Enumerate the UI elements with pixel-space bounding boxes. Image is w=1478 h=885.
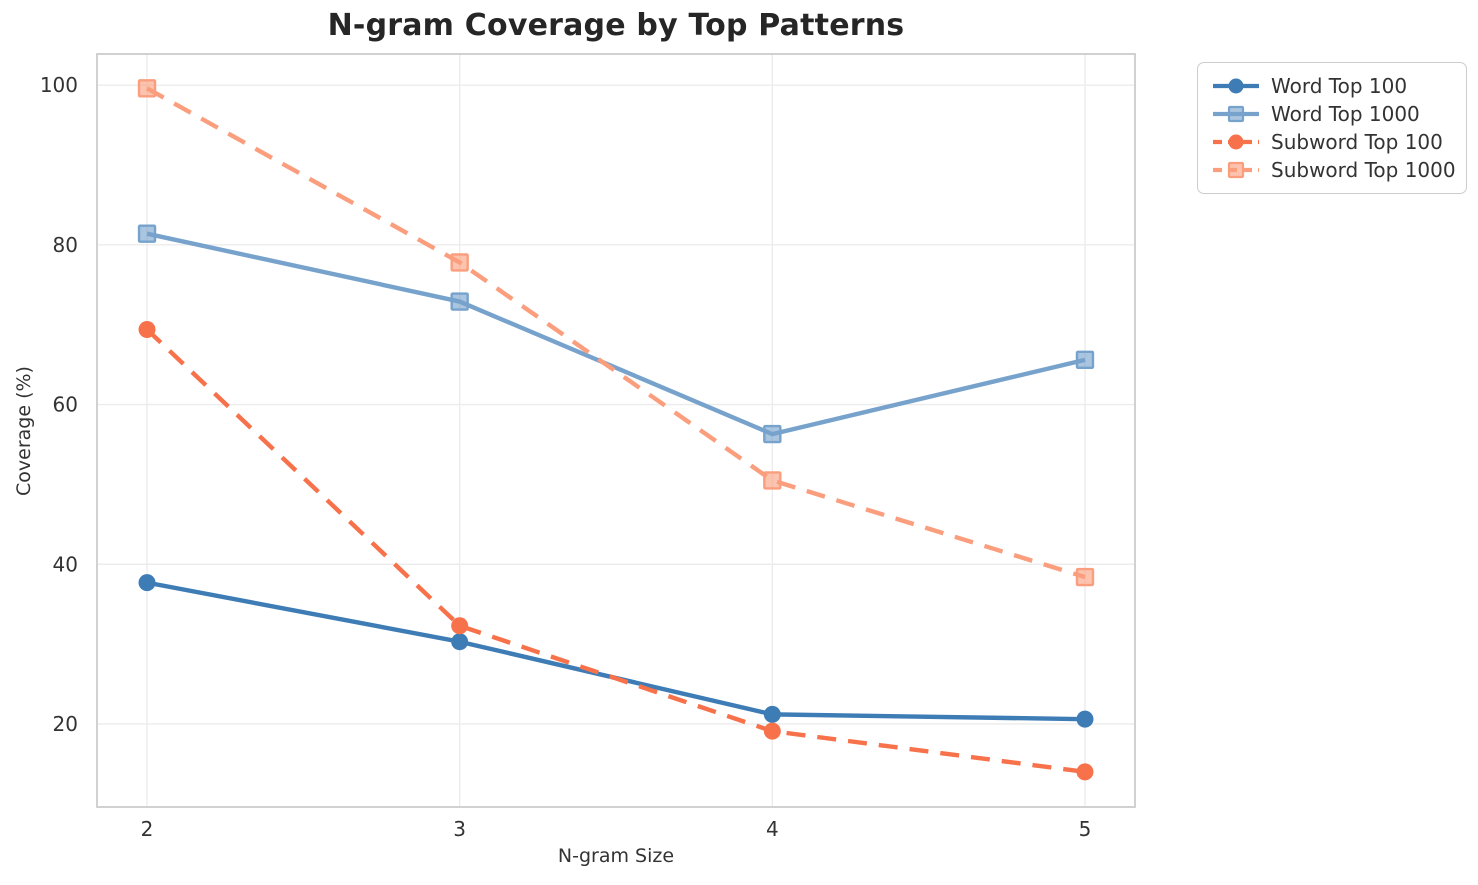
legend: Word Top 100 Word Top 1000 Subword Top 100… — [1197, 62, 1467, 194]
y-tick-label: 80 — [53, 233, 78, 257]
legend-label: Subword Top 100 — [1271, 130, 1443, 154]
x-tick-label: 4 — [766, 817, 779, 841]
marker-word-top-100 — [138, 574, 156, 592]
series-line-word-top-100 — [146, 580, 1086, 722]
x-tick-label: 3 — [453, 817, 466, 841]
y-tick-label: 20 — [53, 712, 78, 736]
legend-swatch-subword-top-1000 — [1213, 161, 1259, 179]
marker-subword-top-100 — [763, 722, 781, 740]
marker-subword-top-100 — [138, 320, 156, 338]
marker-subword-top-1000 — [137, 79, 157, 98]
legend-label: Word Top 100 — [1271, 74, 1408, 98]
marker-subword-top-100 — [451, 617, 469, 635]
legend-swatch-word-top-1000 — [1213, 105, 1259, 123]
chart-title: N-gram Coverage by Top Patterns — [327, 8, 905, 43]
legend-item-subword-top-100: Subword Top 100 — [1211, 128, 1453, 156]
marker-subword-top-1000 — [450, 253, 469, 272]
legend-swatch-word-top-100 — [1213, 78, 1259, 94]
series-line-subword-top-100 — [145, 327, 1086, 775]
legend-label: Word Top 1000 — [1271, 102, 1420, 126]
marker-word-top-100 — [451, 633, 469, 651]
x-tick-label: 5 — [1079, 817, 1092, 841]
y-axis-label: Coverage (%) — [13, 366, 35, 496]
marker-subword-top-1000 — [763, 471, 782, 490]
plot-border — [96, 53, 1136, 808]
legend-swatch-subword-top-100 — [1213, 134, 1259, 150]
marker-word-top-1000 — [763, 424, 782, 444]
marker-word-top-100 — [763, 705, 781, 723]
x-axis-label: N-gram Size — [557, 845, 675, 867]
y-tick-label: 100 — [40, 73, 78, 97]
legend-item-subword-top-1000: Subword Top 1000 — [1211, 156, 1456, 184]
series-line-word-top-1000 — [146, 231, 1086, 437]
marker-subword-top-100 — [1076, 763, 1094, 781]
legend-item-word-top-1000: Word Top 1000 — [1211, 100, 1453, 128]
legend-label: Subword Top 1000 — [1271, 158, 1456, 182]
marker-subword-top-1000 — [1075, 567, 1095, 587]
legend-item-word-top-100: Word Top 100 — [1211, 72, 1453, 100]
x-tick-label: 2 — [141, 817, 154, 841]
series-line-subword-top-1000 — [145, 86, 1086, 580]
marker-word-top-1000 — [137, 224, 157, 243]
y-tick-label: 40 — [53, 552, 78, 576]
y-tick-label: 60 — [53, 393, 78, 417]
marker-word-top-1000 — [450, 292, 469, 311]
marker-word-top-100 — [1076, 710, 1094, 728]
marker-word-top-1000 — [1075, 350, 1095, 370]
